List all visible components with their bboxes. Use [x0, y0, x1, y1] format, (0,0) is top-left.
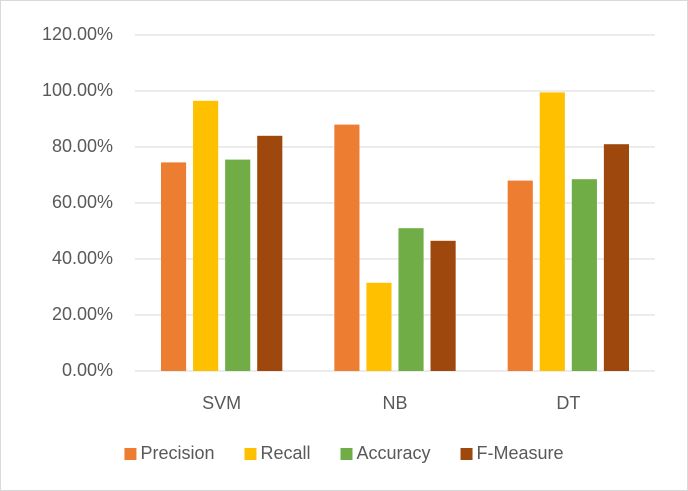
- y-tick-label: 20.00%: [52, 304, 113, 324]
- legend-label: Precision: [140, 443, 214, 463]
- bar: [571, 179, 597, 371]
- bar: [225, 159, 251, 371]
- y-tick-label: 0.00%: [62, 360, 113, 380]
- legend-label: Accuracy: [357, 443, 431, 463]
- y-tick-label: 100.00%: [42, 80, 113, 100]
- legend-label: F-Measure: [477, 443, 564, 463]
- y-tick-label: 40.00%: [52, 248, 113, 268]
- y-tick-label: 80.00%: [52, 136, 113, 156]
- y-tick-label: 60.00%: [52, 192, 113, 212]
- legend-swatch: [340, 448, 353, 460]
- bar: [366, 282, 392, 371]
- legend-swatch: [124, 448, 137, 460]
- legend-swatch: [460, 448, 473, 460]
- bar: [161, 162, 187, 371]
- x-tick-label: SVM: [202, 393, 241, 413]
- bar: [603, 144, 629, 371]
- bar: [507, 180, 533, 371]
- bar: [539, 92, 565, 372]
- bar: [398, 228, 424, 371]
- bar: [257, 135, 283, 371]
- legend-swatch: [244, 448, 257, 460]
- y-tick-label: 120.00%: [42, 24, 113, 44]
- bar: [334, 124, 360, 371]
- bar: [430, 240, 456, 371]
- legend-label: Recall: [260, 443, 310, 463]
- x-tick-label: NB: [382, 393, 407, 413]
- bar: [193, 100, 219, 372]
- x-tick-label: DT: [556, 393, 580, 413]
